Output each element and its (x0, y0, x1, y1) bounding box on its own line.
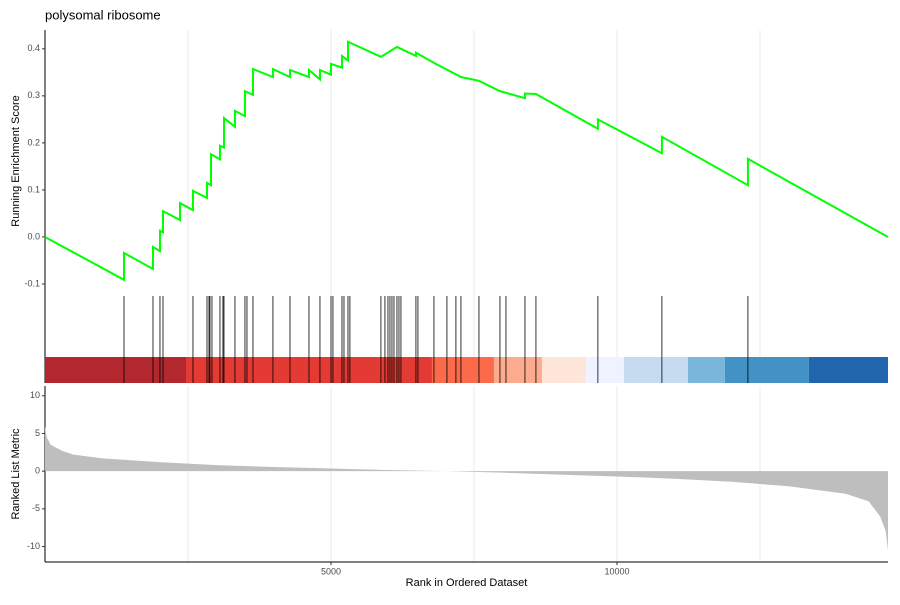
color-band (724, 357, 809, 383)
x-axis-label: Rank in Ordered Dataset (406, 577, 528, 589)
y-tick-label: 0 (35, 466, 40, 476)
y-tick-label: -5 (32, 503, 40, 513)
color-band (808, 357, 888, 383)
color-band (687, 357, 725, 383)
y-axis-label: Ranked List Metric (10, 428, 22, 520)
y-tick-label: 5 (35, 428, 40, 438)
y-tick-label: 0.2 (27, 137, 40, 147)
y-tick-label: 0.1 (27, 184, 40, 194)
color-band (45, 357, 186, 383)
y-tick-label: -10 (27, 541, 40, 551)
x-tick-label: 5000 (321, 566, 341, 576)
color-band (585, 357, 624, 383)
y-tick-label: 0.4 (27, 43, 40, 53)
color-band (431, 357, 494, 383)
y-axis-label: Running Enrichment Score (10, 95, 22, 226)
chart-title: polysomal ribosome (45, 7, 161, 22)
y-tick-label: -0.1 (24, 278, 40, 288)
x-tick-label: 10000 (604, 566, 629, 576)
y-tick-label: 0.0 (27, 231, 40, 241)
color-band (493, 357, 542, 383)
running-score-line (44, 40, 889, 282)
y-tick-label: 0.3 (27, 90, 40, 100)
color-band (623, 357, 688, 383)
y-tick-label: 10 (30, 390, 40, 400)
color-band (541, 357, 586, 383)
